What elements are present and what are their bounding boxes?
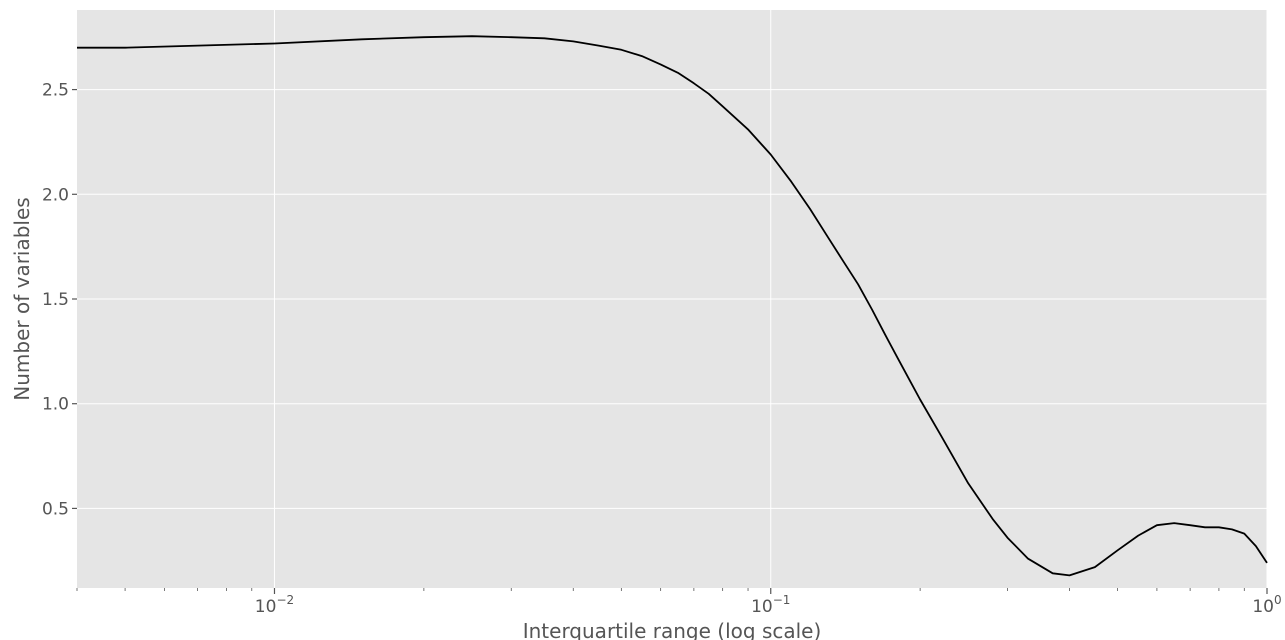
x-tick-label: 10−2 (255, 593, 294, 617)
x-tick-label: 10−1 (751, 593, 790, 617)
axis-ticks: 0.51.01.52.02.510−2 10−1 100 (42, 81, 1282, 617)
x-tick-label: 100 (1252, 593, 1281, 617)
y-tick-label: 2.0 (42, 185, 69, 205)
x-tick-exponent: 0 (1274, 593, 1282, 607)
x-tick-exponent: −2 (276, 593, 294, 607)
y-tick-label: 1.0 (42, 395, 69, 415)
y-axis-title: Number of variables (10, 197, 34, 400)
y-tick-label: 0.5 (42, 499, 69, 519)
y-tick-label: 2.5 (42, 81, 69, 101)
series-layer (77, 35, 1268, 577)
x-tick-base: 10 (751, 597, 773, 617)
grid (77, 10, 1268, 588)
x-tick-base: 10 (255, 597, 277, 617)
x-tick-exponent: −1 (773, 593, 791, 607)
x-axis-title: Interquartile range (log scale) (523, 619, 822, 640)
series-line (77, 35, 1268, 577)
x-tick-base: 10 (1252, 597, 1274, 617)
y-tick-label: 1.5 (42, 290, 69, 310)
